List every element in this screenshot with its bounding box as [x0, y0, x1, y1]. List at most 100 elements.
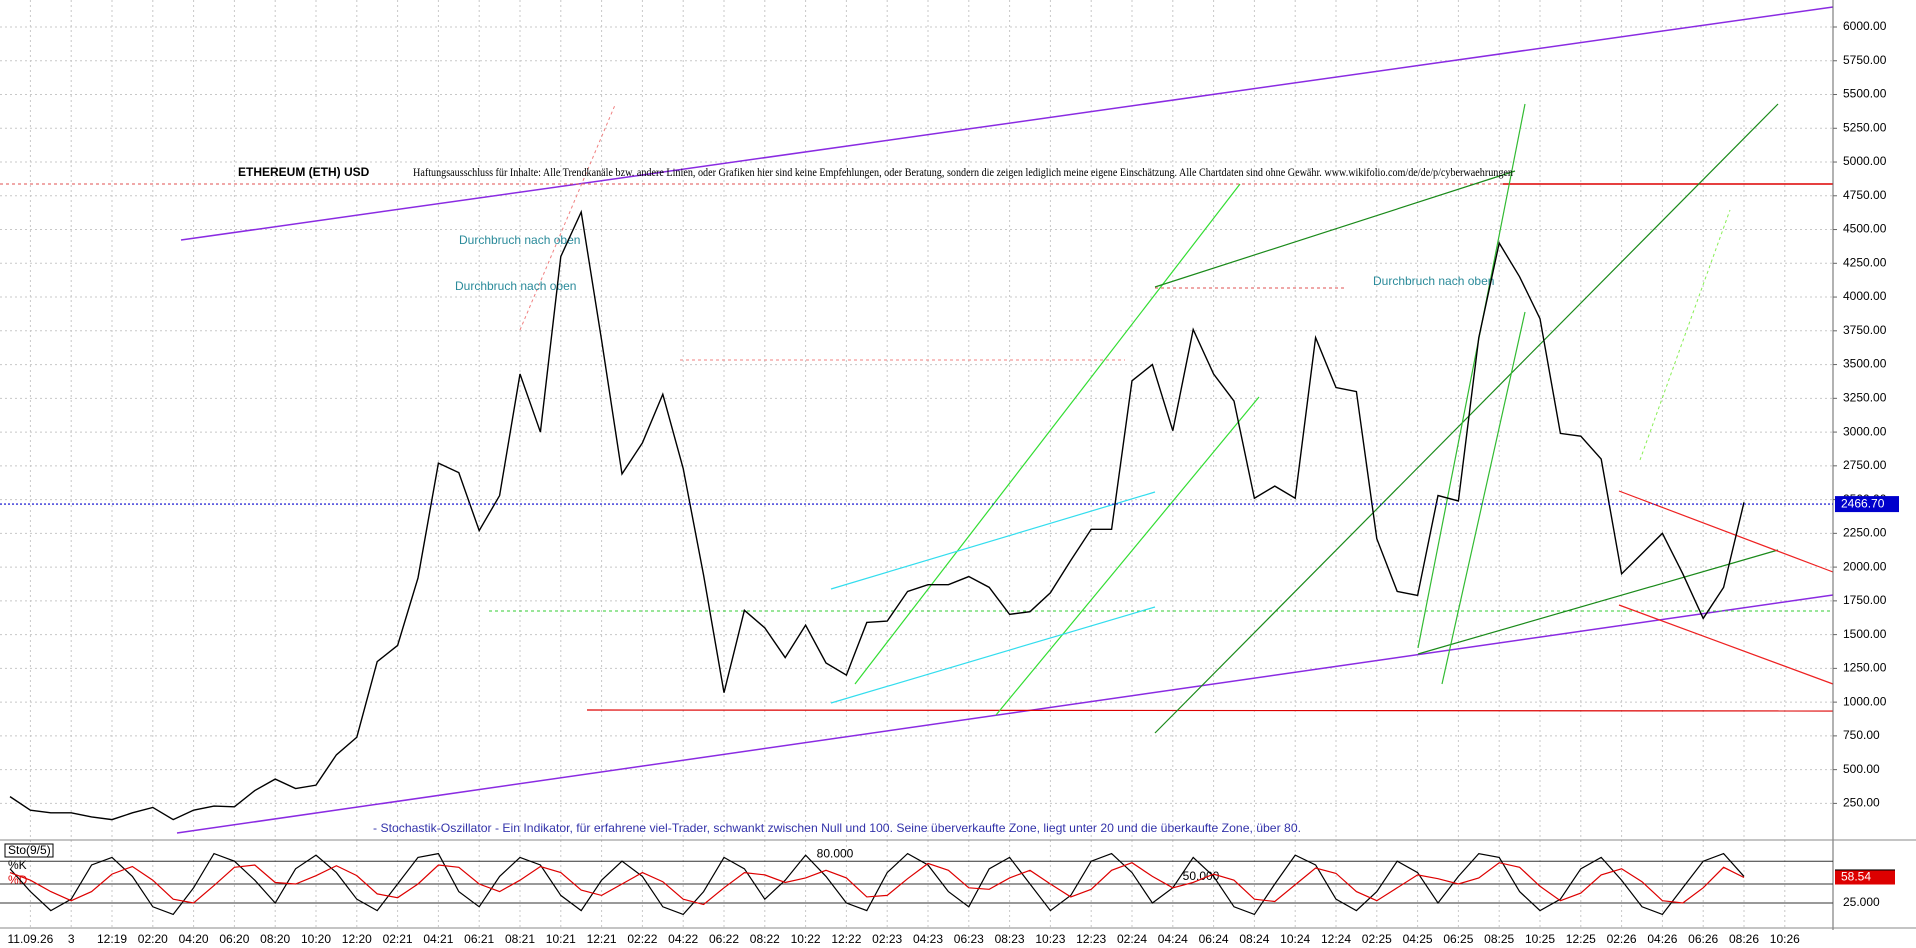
trend-line — [176, 594, 1834, 834]
x-tick-label: 08:24 — [1239, 932, 1269, 946]
x-tick-label: 10:20 — [301, 932, 331, 946]
annotation: - Stochastik-Oszillator - Ein Indikator,… — [373, 821, 1301, 835]
x-tick-label: 10:26 — [1770, 932, 1800, 946]
y-tick-label: 3500.00 — [1843, 357, 1887, 371]
trend-line — [1154, 103, 1779, 734]
x-tick-label: 08:26 — [1729, 932, 1759, 946]
x-tick-label: 12:21 — [587, 932, 617, 946]
x-tick-label: 06:24 — [1199, 932, 1229, 946]
y-tick-label: 250.00 — [1843, 796, 1880, 810]
y-tick-label: 3250.00 — [1843, 390, 1887, 404]
price-label: 2466.70 — [1841, 496, 1885, 510]
x-tick-label: 02:20 — [138, 932, 168, 946]
x-tick-label: 10:22 — [791, 932, 821, 946]
indicator-title: Sto(9/5) — [8, 843, 51, 857]
x-tick-label: 06:21 — [464, 932, 494, 946]
x-tick-label: 06:25 — [1443, 932, 1473, 946]
x-tick-label: 06:20 — [219, 932, 249, 946]
x-tick-label: 3 — [68, 932, 75, 946]
y-tick-label: 3000.00 — [1843, 424, 1887, 438]
indicator-box — [4, 843, 54, 858]
y-tick-label: 80.000 — [817, 846, 854, 860]
x-tick-label: 10:25 — [1525, 932, 1555, 946]
annotation: Durchbruch nach oben — [459, 233, 580, 247]
x-tick-label: 06:22 — [709, 932, 739, 946]
trend-line — [995, 396, 1260, 716]
y-tick-label: 1750.00 — [1843, 593, 1887, 607]
x-tick-label: 04:24 — [1158, 932, 1188, 946]
disclaimer: Haftungsausschluss für Inhalte: Alle Tre… — [413, 165, 1513, 179]
y-tick-label: 5500.00 — [1843, 87, 1887, 101]
x-tick-label: 04:22 — [668, 932, 698, 946]
trend-line — [830, 606, 1156, 704]
y-tick-label: 25.000 — [1843, 895, 1880, 909]
grid — [0, 0, 1833, 928]
x-tick-label: 12:22 — [831, 932, 861, 946]
y-tick-label: 1000.00 — [1843, 694, 1887, 708]
x-tick-label: 06:23 — [954, 932, 984, 946]
x-tick-label: 04:25 — [1403, 932, 1433, 946]
trend-line — [1417, 549, 1779, 655]
x-tick-label: 02:24 — [1117, 932, 1147, 946]
x-tick-label: 02:23 — [872, 932, 902, 946]
x-tick-label: 11.09.26 — [7, 932, 53, 946]
y-tick-label: 5250.00 — [1843, 120, 1887, 134]
x-tick-label: 12:24 — [1321, 932, 1351, 946]
trend-line — [1441, 311, 1526, 685]
y-tick-label: 1250.00 — [1843, 661, 1887, 675]
trend-line — [830, 491, 1156, 590]
chart-title: ETHEREUM (ETH) USD — [238, 165, 370, 179]
price-line — [9, 862, 1745, 906]
price-line — [9, 852, 1745, 916]
trend-line — [180, 6, 1834, 241]
x-tick-label: 06:26 — [1688, 932, 1718, 946]
x-tick-label: 02:21 — [383, 932, 413, 946]
trend-line — [1618, 604, 1834, 685]
x-tick-label: 12:25 — [1566, 932, 1596, 946]
x-tick-label: 02:25 — [1362, 932, 1392, 946]
x-tick-label: 02:26 — [1607, 932, 1637, 946]
y-tick-label: 4000.00 — [1843, 289, 1887, 303]
trend-line — [1618, 490, 1834, 573]
x-tick-label: 08:25 — [1484, 932, 1514, 946]
trend-line — [586, 709, 1834, 712]
price-label-box — [1835, 496, 1899, 513]
x-tick-label: 08:23 — [995, 932, 1025, 946]
y-tick-label: 5750.00 — [1843, 53, 1887, 67]
value-label-box — [1835, 870, 1895, 885]
value-label: 58.54 — [1841, 870, 1871, 884]
x-tick-label: 04:21 — [423, 932, 453, 946]
price-line — [9, 209, 1745, 821]
x-tick-label: 12:20 — [342, 932, 372, 946]
y-tick-label: 1500.00 — [1843, 627, 1887, 641]
x-tick-label: 02:22 — [627, 932, 657, 946]
y-tick-label: 2750.00 — [1843, 458, 1887, 472]
trend-line — [1639, 209, 1731, 461]
x-tick-label: 10:21 — [546, 932, 576, 946]
x-tick-label: 08:20 — [260, 932, 290, 946]
y-tick-label: 4750.00 — [1843, 188, 1887, 202]
y-tick-label: 4500.00 — [1843, 222, 1887, 236]
y-tick-label: 6000.00 — [1843, 19, 1887, 33]
annotation: Durchbruch nach oben — [455, 279, 576, 293]
y-tick-label: 500.00 — [1843, 762, 1880, 776]
x-tick-label: 12:19 — [97, 932, 127, 946]
x-tick-label: 08:22 — [750, 932, 780, 946]
trend-lines — [0, 6, 1834, 834]
trend-line — [1154, 170, 1516, 288]
trend-line — [1417, 103, 1526, 649]
y-tick-label: 3750.00 — [1843, 323, 1887, 337]
annotation: Durchbruch nach oben — [1373, 274, 1494, 288]
x-tick-label: 04:26 — [1647, 932, 1677, 946]
y-tick-label: 2000.00 — [1843, 559, 1887, 573]
x-tick-label: 10:23 — [1035, 932, 1065, 946]
y-tick-label: 750.00 — [1843, 728, 1880, 742]
y-tick-label: 4250.00 — [1843, 255, 1887, 269]
x-tick-label: 04:23 — [913, 932, 943, 946]
x-tick-label: 12:23 — [1076, 932, 1106, 946]
y-tick-label: 2250.00 — [1843, 526, 1887, 540]
y-tick-label: 5000.00 — [1843, 154, 1887, 168]
trend-line — [519, 104, 616, 331]
x-tick-label: 08:21 — [505, 932, 535, 946]
